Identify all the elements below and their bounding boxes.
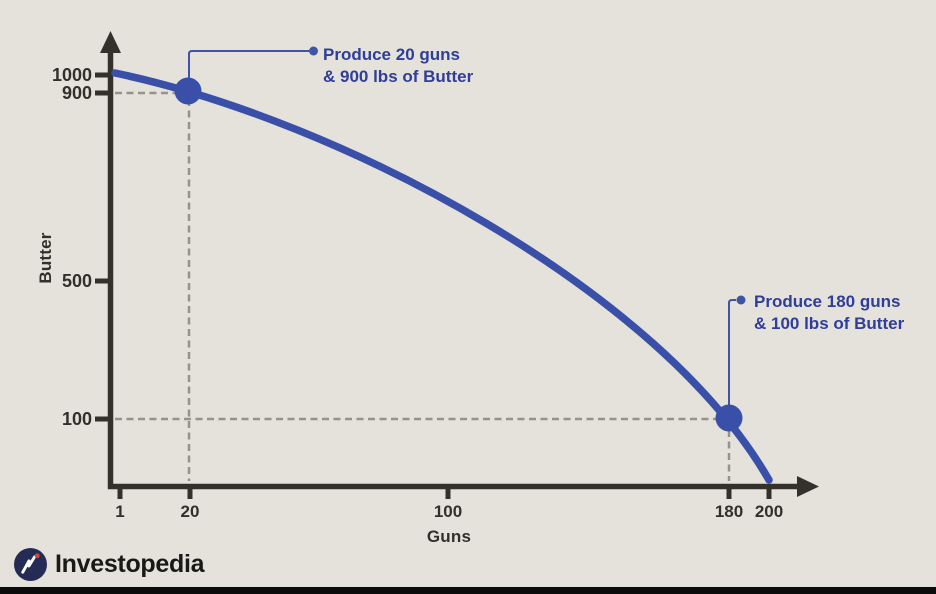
callout-bullet-icon-20-900	[309, 46, 318, 56]
y-axis-arrow-icon	[100, 31, 121, 53]
y-tick-label-1000: 1000	[51, 65, 92, 85]
x-tick-label-20: 20	[180, 502, 200, 521]
y-tick-label-900: 900	[61, 83, 92, 103]
investopedia-logo: Investopedia	[14, 548, 205, 581]
y-tick-label-100: 100	[61, 409, 92, 429]
x-axis-title: Guns	[426, 527, 472, 546]
investopedia-wordmark: Investopedia	[55, 550, 205, 578]
y-tick-label-500: 500	[61, 271, 92, 291]
y-axis-title: Butter	[36, 232, 55, 284]
x-axis-arrow-icon	[797, 476, 819, 497]
annotation-text-line: & 100 lbs of Butter	[754, 314, 905, 333]
annotation-20-900: Produce 20 guns & 900 lbs of Butter	[323, 44, 473, 88]
investopedia-logo-icon	[14, 548, 47, 581]
x-tick-label-200: 200	[754, 502, 784, 521]
ppf-curve	[111, 69, 773, 484]
annotation-text-line: Produce 20 guns	[323, 45, 460, 64]
data-point-20-900	[174, 77, 202, 105]
x-tick-label-1: 1	[115, 502, 125, 521]
callout-bullet-icon-180-100	[736, 295, 746, 305]
x-tick-label-180: 180	[714, 502, 744, 521]
x-tick-label-100: 100	[433, 502, 463, 521]
callout-line-180-100	[728, 299, 736, 418]
data-point-180-100	[715, 404, 743, 432]
annotation-text-line: & 900 lbs of Butter	[323, 67, 474, 86]
footer-bar	[0, 587, 936, 594]
annotation-180-100: Produce 180 guns & 100 lbs of Butter	[754, 291, 904, 335]
callout-line-20-900	[188, 50, 309, 91]
annotation-text-line: Produce 180 guns	[754, 292, 901, 311]
